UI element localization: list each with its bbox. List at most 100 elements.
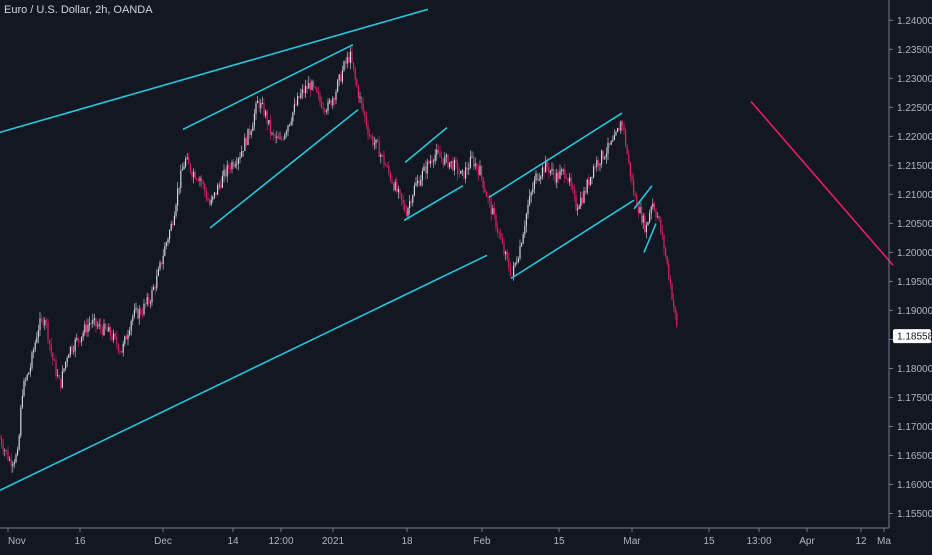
candle-body bbox=[49, 339, 51, 344]
candle-body bbox=[365, 116, 367, 126]
trendline[interactable] bbox=[182, 43, 354, 131]
candle-body bbox=[170, 224, 172, 231]
candle-body bbox=[666, 256, 668, 264]
drawing-tools-layer[interactable] bbox=[0, 8, 894, 492]
candle-body bbox=[402, 200, 404, 204]
time-tick-label: 18 bbox=[401, 536, 413, 547]
candle-body bbox=[129, 330, 131, 335]
candle-body bbox=[439, 152, 441, 158]
candle-body bbox=[383, 154, 385, 165]
trendline[interactable] bbox=[510, 199, 635, 280]
candle-body bbox=[463, 170, 465, 179]
candle-body bbox=[93, 318, 95, 320]
candle-body bbox=[364, 111, 366, 117]
candle-body bbox=[137, 308, 139, 319]
candle-body bbox=[61, 371, 63, 388]
candle-body bbox=[615, 132, 617, 135]
candle-body bbox=[255, 103, 257, 114]
trendline[interactable] bbox=[633, 185, 653, 210]
candle-body bbox=[625, 129, 627, 146]
trendline[interactable] bbox=[209, 109, 359, 229]
candle-body bbox=[599, 163, 601, 166]
candle-body bbox=[373, 143, 375, 145]
candle-body bbox=[369, 134, 371, 137]
candle-body bbox=[306, 86, 308, 89]
candle-body bbox=[79, 340, 81, 342]
candle-body bbox=[641, 207, 643, 223]
candle-body bbox=[449, 162, 451, 168]
candle-body bbox=[148, 297, 150, 303]
candle-body bbox=[209, 200, 211, 205]
time-axis[interactable]: Nov 16 Dec 14 12:00 2021 18 Feb 15 Mar 15 13:00 Apr 1… bbox=[7, 528, 891, 547]
candle-body bbox=[7, 450, 9, 460]
trendline[interactable] bbox=[0, 254, 488, 492]
candle-body bbox=[15, 454, 17, 462]
candle-body bbox=[647, 222, 649, 226]
candle-body bbox=[154, 287, 156, 289]
candle-body bbox=[601, 150, 603, 164]
candle-body bbox=[298, 96, 300, 98]
trendline[interactable] bbox=[403, 185, 464, 222]
trendline[interactable] bbox=[643, 223, 657, 253]
candle-body bbox=[362, 103, 364, 112]
candle-body bbox=[389, 172, 391, 181]
candle-body bbox=[242, 151, 244, 152]
candle-body bbox=[633, 180, 635, 194]
trendline[interactable] bbox=[404, 126, 448, 164]
candle-body bbox=[98, 324, 100, 326]
candle-body bbox=[546, 160, 548, 167]
candle-body bbox=[234, 164, 236, 167]
candle-body bbox=[228, 165, 230, 169]
price-tick-label: 1.22500 bbox=[897, 103, 932, 114]
candle-body bbox=[39, 318, 41, 331]
candle-body bbox=[476, 163, 478, 169]
candle-body bbox=[105, 323, 107, 329]
candle-body bbox=[503, 243, 505, 254]
candle-body bbox=[385, 164, 387, 166]
price-tick-label: 1.24000 bbox=[897, 16, 932, 27]
candle-body bbox=[484, 187, 486, 192]
candle-body bbox=[359, 96, 361, 98]
candle-body bbox=[180, 170, 182, 188]
candle-body bbox=[349, 51, 351, 63]
price-tick-label: 1.20500 bbox=[897, 219, 932, 230]
trendline[interactable] bbox=[0, 8, 429, 134]
projection-line[interactable] bbox=[750, 100, 894, 266]
candle-body bbox=[340, 74, 342, 82]
candle-body bbox=[26, 374, 28, 380]
candle-body bbox=[471, 156, 473, 158]
candle-body bbox=[540, 176, 542, 179]
candle-body bbox=[265, 111, 267, 116]
candle-body bbox=[481, 166, 483, 178]
candle-body bbox=[426, 161, 428, 174]
candle-body bbox=[559, 171, 561, 179]
candle-body bbox=[36, 337, 38, 343]
candle-body bbox=[153, 287, 155, 290]
candle-body bbox=[269, 120, 271, 134]
candle-body bbox=[660, 219, 662, 232]
candle-body bbox=[498, 232, 500, 234]
candle-body bbox=[529, 196, 531, 205]
candle-body bbox=[605, 153, 607, 158]
price-tick-label: 1.22000 bbox=[897, 132, 932, 143]
candle-body bbox=[589, 177, 591, 185]
time-tick-label: 14 bbox=[227, 536, 239, 547]
candle-body bbox=[591, 177, 593, 178]
time-tick-label: Feb bbox=[473, 536, 491, 547]
candle-body bbox=[514, 262, 516, 266]
candle-body bbox=[401, 193, 403, 200]
candle-body bbox=[76, 338, 78, 340]
candle-body bbox=[193, 171, 195, 177]
candle-body bbox=[122, 343, 124, 353]
candle-body bbox=[225, 169, 227, 177]
trendline[interactable] bbox=[488, 112, 623, 198]
price-tick-label: 1.15500 bbox=[897, 509, 932, 520]
candle-body bbox=[639, 207, 641, 214]
candle-body bbox=[492, 208, 494, 215]
candle-body bbox=[241, 151, 243, 158]
candle-body bbox=[570, 177, 572, 187]
candle-body bbox=[263, 102, 265, 116]
candle-body bbox=[239, 157, 241, 159]
